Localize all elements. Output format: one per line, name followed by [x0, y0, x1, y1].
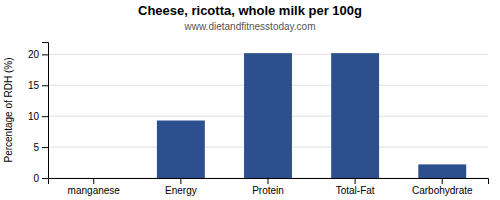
title: Cheese, ricotta, whole milk per 100g [138, 3, 362, 18]
bar [244, 53, 292, 178]
x-tick-label: Total-Fat [336, 185, 375, 196]
y-tick: 0 [33, 173, 48, 184]
y-tick-mark [42, 85, 48, 86]
y-tick: 10 [28, 111, 48, 122]
x-tick: Protein [252, 178, 284, 196]
bar [331, 53, 379, 178]
y-tick-label: 0 [33, 173, 39, 184]
x-tick-mark [93, 178, 94, 184]
y-axis-title: Percentage of RDH (%) [3, 57, 14, 162]
x-tick: Total-Fat [336, 178, 375, 196]
x-tick: Carbohydrate [412, 178, 473, 196]
y-axis-line [42, 43, 49, 179]
x-tick-mark [268, 178, 269, 184]
bar [418, 164, 466, 178]
x-tick-label: Protein [252, 185, 284, 196]
bar [157, 121, 205, 178]
x-tick-label: manganese [68, 185, 121, 196]
x-tick: Energy [165, 178, 197, 196]
y-tick: 15 [28, 80, 48, 91]
y-tick-label: 20 [28, 49, 40, 60]
y-tick-mark [42, 116, 48, 117]
y-tick-mark [42, 54, 48, 55]
y-tick: 5 [33, 142, 48, 153]
y-axis: 0 5 10 15 20 [28, 43, 49, 184]
x-axis-line [49, 179, 489, 185]
y-tick: 20 [28, 49, 48, 60]
plot-area: manganese Energy Protein Total-Fat Carbohydr… [28, 43, 489, 197]
chart-svg: Cheese, ricotta, whole milk per 100g www.… [0, 0, 500, 200]
x-tick-label: Carbohydrate [412, 185, 473, 196]
chart-container: Cheese, ricotta, whole milk per 100g www.… [0, 0, 500, 200]
x-tick-mark [355, 178, 356, 184]
x-tick-label: Energy [165, 185, 197, 196]
y-tick-label: 10 [28, 111, 40, 122]
y-tick-label: 5 [33, 142, 39, 153]
x-axis: manganese Energy Protein Total-Fat Carbohydr… [49, 178, 489, 196]
x-tick-mark [180, 178, 181, 184]
bar [70, 178, 118, 179]
x-tick: manganese [68, 178, 121, 196]
bars [157, 53, 466, 178]
y-tick-mark [42, 178, 48, 179]
x-tick-mark [442, 178, 443, 184]
y-tick-mark [42, 147, 48, 148]
y-tick-label: 15 [28, 80, 40, 91]
subtitle: www.dietandfitnesstoday.com [184, 21, 316, 32]
